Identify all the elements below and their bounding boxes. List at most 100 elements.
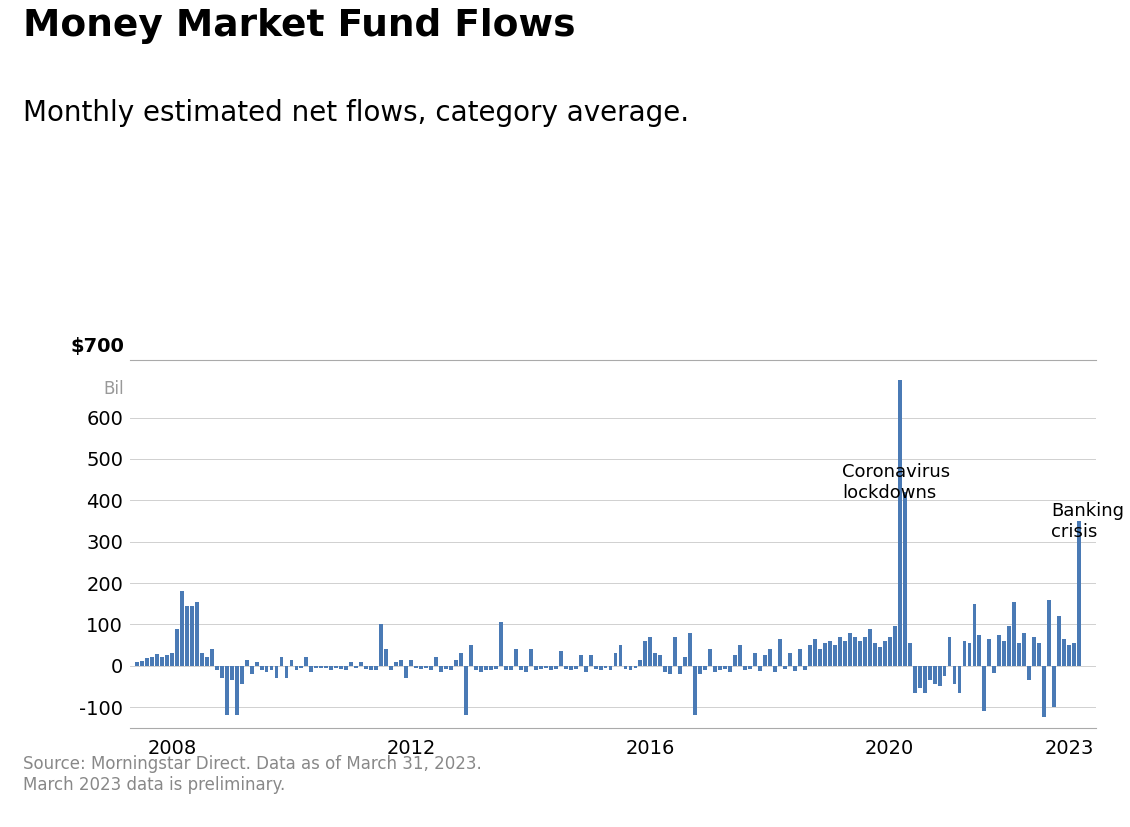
Bar (225, 666, 228, 715)
Bar (638, 660, 642, 666)
Bar (803, 666, 807, 670)
Bar (913, 666, 916, 693)
Bar (200, 653, 203, 666)
Bar (888, 637, 892, 666)
Bar (818, 649, 822, 666)
Bar (698, 666, 702, 674)
Bar (1023, 633, 1026, 666)
Bar (205, 657, 209, 666)
Bar (370, 666, 373, 670)
Bar (853, 637, 857, 666)
Bar (155, 654, 159, 666)
Bar (649, 637, 652, 666)
Bar (783, 666, 786, 669)
Bar (484, 666, 488, 670)
Bar (593, 666, 598, 669)
Bar (405, 666, 408, 678)
Bar (754, 653, 757, 666)
Bar (923, 666, 927, 693)
Bar (599, 666, 602, 670)
Bar (285, 666, 288, 678)
Bar (330, 666, 333, 670)
Bar (998, 635, 1001, 666)
Bar (310, 666, 313, 672)
Bar (863, 637, 867, 666)
Bar (415, 666, 418, 668)
Bar (444, 666, 447, 669)
Bar (574, 666, 577, 669)
Bar (957, 666, 962, 693)
Bar (823, 643, 827, 666)
Bar (788, 653, 792, 666)
Bar (768, 649, 772, 666)
Bar (533, 666, 538, 670)
Bar (529, 649, 532, 666)
Bar (1077, 521, 1081, 666)
Bar (429, 666, 433, 670)
Bar (953, 666, 956, 685)
Bar (469, 645, 472, 666)
Bar (380, 624, 383, 666)
Bar (549, 666, 553, 670)
Bar (434, 657, 438, 666)
Bar (673, 637, 677, 666)
Bar (419, 666, 423, 669)
Bar (473, 666, 478, 670)
Text: Bil: Bil (104, 380, 124, 399)
Bar (907, 643, 912, 666)
Bar (1067, 645, 1071, 666)
Bar (349, 662, 354, 666)
Bar (539, 666, 542, 669)
Bar (185, 605, 189, 666)
Bar (709, 649, 712, 666)
Bar (634, 666, 637, 668)
Bar (988, 638, 991, 666)
Bar (374, 666, 379, 670)
Bar (793, 666, 797, 671)
Bar (245, 660, 249, 666)
Bar (1033, 637, 1036, 666)
Bar (663, 666, 668, 672)
Bar (558, 652, 563, 666)
Bar (893, 627, 896, 666)
Text: Monthly estimated net flows, category average.: Monthly estimated net flows, category av… (23, 99, 688, 127)
Bar (160, 657, 164, 666)
Bar (733, 655, 737, 666)
Bar (275, 666, 278, 678)
Bar (339, 666, 344, 669)
Bar (215, 666, 218, 670)
Bar (897, 380, 902, 666)
Bar (858, 641, 862, 666)
Bar (918, 666, 922, 688)
Bar (942, 666, 947, 676)
Bar (748, 666, 753, 669)
Bar (499, 623, 503, 666)
Bar (304, 657, 308, 666)
Bar (479, 666, 483, 672)
Bar (324, 666, 329, 668)
Bar (728, 666, 732, 672)
Bar (843, 641, 846, 666)
Bar (848, 633, 852, 666)
Bar (618, 645, 623, 666)
Bar (688, 633, 693, 666)
Bar (883, 641, 887, 666)
Bar (932, 666, 937, 685)
Bar (628, 666, 633, 670)
Bar (454, 660, 458, 666)
Bar (190, 605, 193, 666)
Bar (1002, 641, 1007, 666)
Bar (140, 661, 144, 666)
Bar (589, 655, 592, 666)
Bar (779, 638, 782, 666)
Bar (868, 629, 871, 666)
Bar (1048, 600, 1051, 666)
Bar (334, 666, 338, 668)
Bar (250, 666, 253, 674)
Bar (694, 666, 697, 715)
Bar (134, 662, 139, 666)
Bar (1062, 638, 1066, 666)
Bar (524, 666, 528, 672)
Bar (977, 635, 981, 666)
Bar (235, 666, 238, 715)
